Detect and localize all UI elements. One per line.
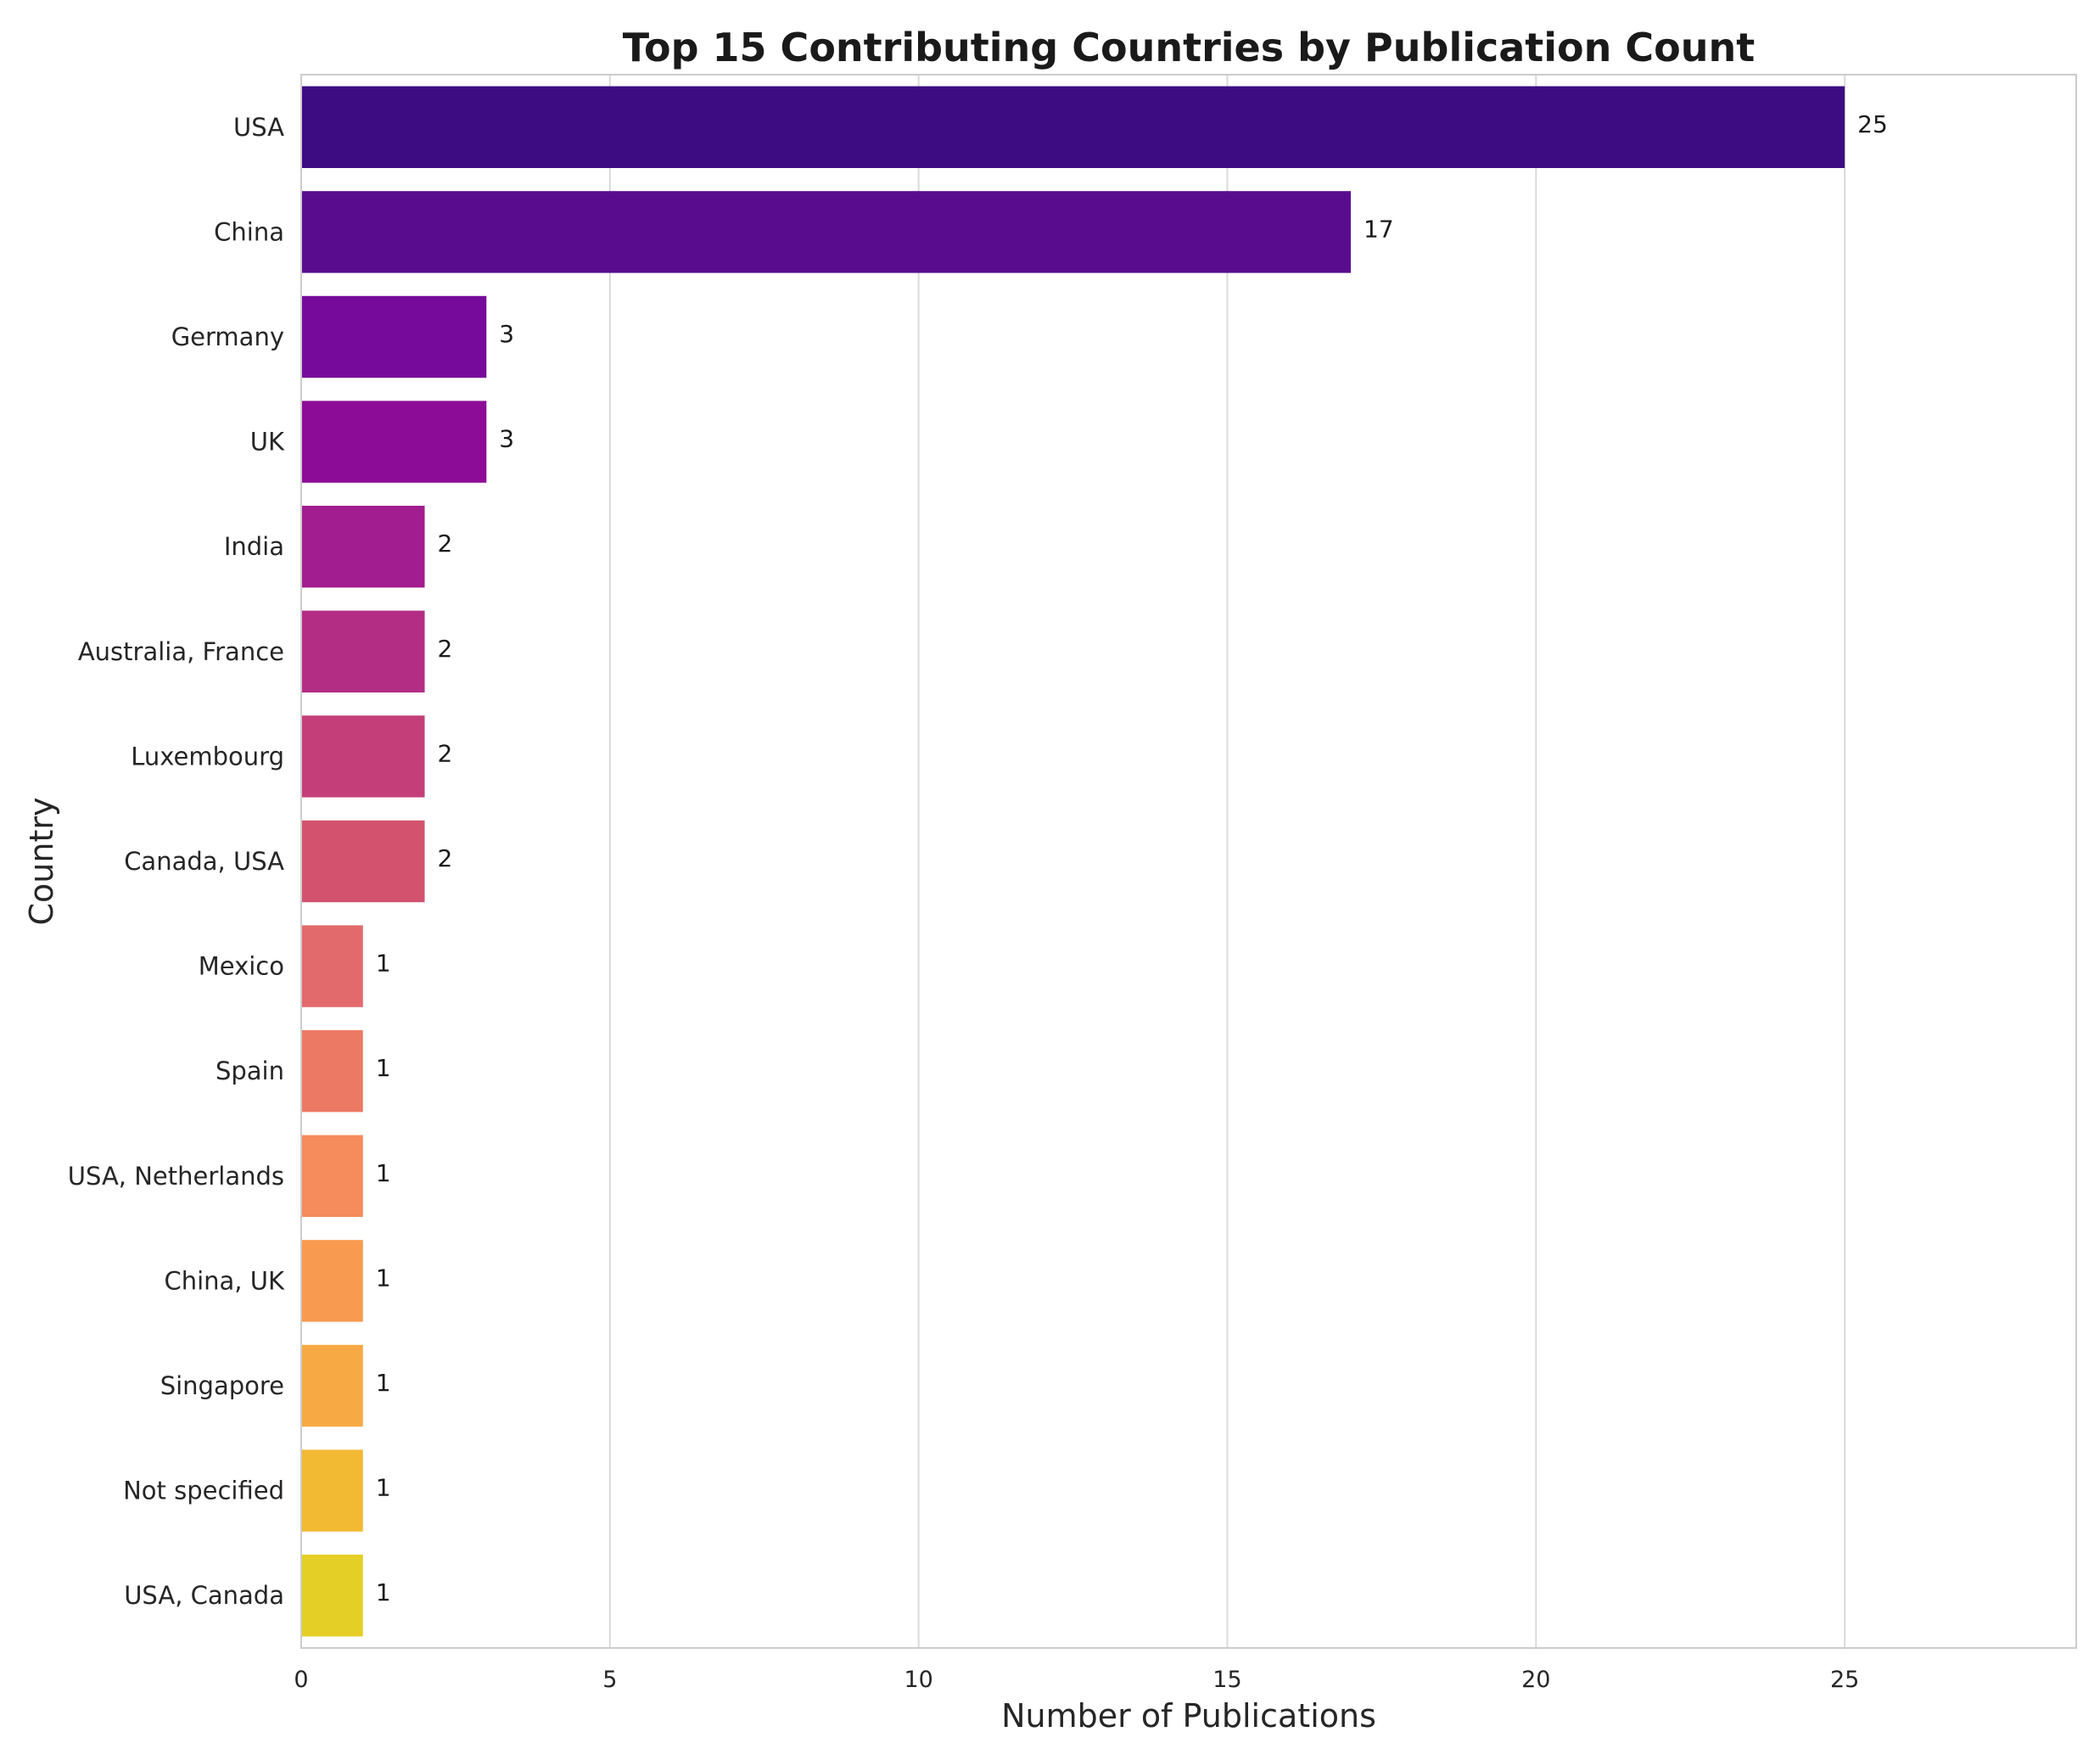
bar-value-label: 1 xyxy=(376,1264,391,1292)
bar-value-label: 1 xyxy=(376,1054,391,1082)
bar-value-label: 2 xyxy=(438,530,453,558)
y-tick-label: Singapore xyxy=(160,1371,284,1400)
plot-frame xyxy=(300,74,2077,1649)
y-tick-label: Australia, France xyxy=(78,637,284,666)
bar xyxy=(301,820,425,903)
bar xyxy=(301,1554,363,1637)
chart-title: Top 15 Contributing Countries by Publica… xyxy=(623,25,1756,70)
bar-value-label: 1 xyxy=(376,1578,391,1606)
bar xyxy=(301,715,425,798)
value-labels: 25 17 3 3 2 2 2 2 1 1 1 1 1 1 1 xyxy=(376,110,1888,1606)
grid-lines xyxy=(300,75,1846,1648)
x-tick-label: 0 xyxy=(294,1667,308,1693)
bar-value-label: 3 xyxy=(499,425,514,453)
y-tick-label: China xyxy=(214,217,284,246)
y-tick-label: Spain xyxy=(216,1057,284,1085)
y-tick-label: USA xyxy=(233,113,284,142)
x-tick-labels: 0 5 10 15 20 25 xyxy=(294,1667,1859,1693)
bar-value-label: 2 xyxy=(438,739,453,767)
bar-value-label: 2 xyxy=(438,844,453,872)
bar-value-label: 25 xyxy=(1857,110,1888,138)
x-axis-label: Number of Publications xyxy=(1001,1697,1376,1735)
y-tick-label: Not specified xyxy=(123,1477,284,1505)
bar-value-label: 3 xyxy=(499,320,514,348)
y-axis-label: Country xyxy=(23,798,60,926)
bar xyxy=(301,610,425,693)
y-tick-label: UK xyxy=(250,428,285,457)
bar-value-label: 1 xyxy=(376,1474,391,1502)
y-tick-label: USA, Netherlands xyxy=(68,1162,284,1191)
bar xyxy=(301,191,1352,273)
bar xyxy=(301,401,487,483)
bar-value-label: 1 xyxy=(376,1159,391,1187)
bar xyxy=(301,1029,363,1113)
bar xyxy=(301,1135,363,1218)
y-tick-labels: USA China Germany UK India Australia, France L… xyxy=(68,113,285,1610)
x-tick-label: 15 xyxy=(1212,1667,1241,1693)
y-tick-label: USA, Canada xyxy=(124,1581,284,1610)
bar-value-label: 1 xyxy=(376,950,391,978)
bar-value-label: 17 xyxy=(1364,215,1394,243)
y-tick-label: Luxembourg xyxy=(131,742,284,771)
bar xyxy=(301,1449,363,1532)
x-tick-label: 5 xyxy=(602,1667,617,1693)
x-tick-label: 10 xyxy=(904,1667,932,1693)
bars xyxy=(301,86,1845,1637)
x-tick-label: 20 xyxy=(1521,1667,1550,1693)
bar xyxy=(301,505,425,588)
bar xyxy=(301,925,363,1007)
y-tick-label: India xyxy=(224,532,284,561)
y-tick-label: Germany xyxy=(171,322,284,351)
bar-value-label: 2 xyxy=(438,635,453,663)
bar-value-label: 1 xyxy=(376,1369,391,1397)
y-tick-label: China, UK xyxy=(164,1266,284,1295)
x-tick-label: 25 xyxy=(1830,1667,1859,1693)
bar xyxy=(301,295,487,378)
y-tick-label: Canada, USA xyxy=(124,847,284,876)
bar xyxy=(301,1344,363,1427)
bar xyxy=(301,1240,363,1322)
bar xyxy=(301,86,1845,169)
y-tick-label: Mexico xyxy=(199,952,284,981)
